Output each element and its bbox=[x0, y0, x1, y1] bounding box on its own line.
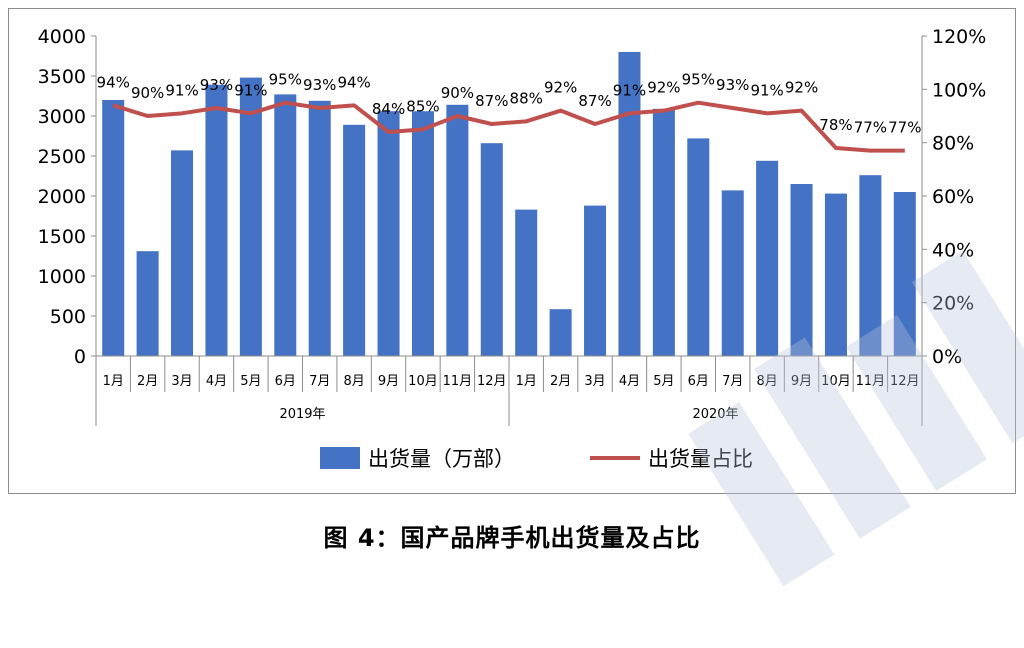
share-data-label: 90% bbox=[441, 84, 474, 102]
combo-chart: 0 500 1000 1500 2000 2500 3000 3500 4000 0% 20% 40%… bbox=[38, 26, 987, 471]
x-tick-label: 1月 bbox=[516, 374, 537, 389]
x-tick-label: 4月 bbox=[619, 374, 640, 389]
left-tick-label: 3000 bbox=[38, 106, 86, 128]
share-data-label: 94% bbox=[337, 73, 370, 91]
bar-20 bbox=[756, 160, 779, 356]
left-tick-label: 2000 bbox=[38, 186, 86, 208]
x-tick-label: 12月 bbox=[477, 374, 507, 389]
share-data-label: 91% bbox=[613, 81, 646, 99]
x-tick-label: 12月 bbox=[890, 374, 920, 389]
left-tick-label: 3500 bbox=[38, 66, 86, 88]
figure-caption: 图 4：国产品牌手机出货量及占比 bbox=[323, 524, 701, 552]
left-tick-label: 1000 bbox=[38, 266, 86, 288]
bar-22 bbox=[824, 193, 847, 356]
share-data-label: 93% bbox=[303, 76, 336, 94]
right-tick-label: 60% bbox=[932, 186, 974, 208]
share-data-label: 91% bbox=[750, 81, 783, 99]
bar-16 bbox=[618, 52, 641, 356]
bar-15 bbox=[584, 205, 607, 356]
x-tick-label: 8月 bbox=[756, 374, 777, 389]
x-tick-label: 5月 bbox=[653, 374, 674, 389]
bar-17 bbox=[652, 108, 675, 356]
bar-5 bbox=[239, 77, 262, 356]
share-data-label: 77% bbox=[854, 119, 887, 137]
bar-8 bbox=[343, 124, 366, 356]
share-data-label: 91% bbox=[165, 81, 198, 99]
x-tick-label: 11月 bbox=[443, 374, 473, 389]
left-tick-label: 4000 bbox=[38, 26, 86, 48]
left-tick-label: 0 bbox=[74, 346, 86, 368]
share-data-label: 95% bbox=[269, 71, 302, 89]
x-tick-label: 2月 bbox=[550, 374, 571, 389]
bar-12 bbox=[480, 143, 503, 356]
x-tick-label: 4月 bbox=[206, 374, 227, 389]
x-group-label: 2020年 bbox=[692, 407, 738, 422]
legend-bar-label: 出货量（万部） bbox=[368, 447, 515, 471]
right-tick-label: 120% bbox=[932, 26, 986, 48]
left-tick-label: 2500 bbox=[38, 146, 86, 168]
legend-bar-swatch bbox=[320, 447, 360, 469]
share-data-label: 92% bbox=[647, 79, 680, 97]
share-data-label: 87% bbox=[578, 92, 611, 110]
legend-line-label: 出货量占比 bbox=[648, 447, 753, 471]
share-line bbox=[112, 100, 905, 153]
x-tick-label: 10月 bbox=[408, 374, 438, 389]
x-tick-label: 9月 bbox=[791, 374, 812, 389]
x-tick-label: 7月 bbox=[722, 374, 743, 389]
share-data-label: 85% bbox=[406, 97, 439, 115]
bar-14 bbox=[549, 309, 572, 356]
bar-24 bbox=[893, 192, 916, 356]
share-data-label: 93% bbox=[200, 76, 233, 94]
right-tick-label: 40% bbox=[932, 239, 974, 261]
left-tick-label: 1500 bbox=[38, 226, 86, 248]
x-tick-label: 3月 bbox=[171, 374, 192, 389]
share-data-label: 78% bbox=[819, 116, 852, 134]
x-tick-label: 8月 bbox=[343, 374, 364, 389]
bar-9 bbox=[377, 111, 400, 356]
share-data-label: 94% bbox=[97, 73, 130, 91]
share-data-label: 95% bbox=[682, 71, 715, 89]
x-tick-label: 11月 bbox=[856, 374, 886, 389]
x-group-label: 2019年 bbox=[279, 407, 325, 422]
bar-21 bbox=[790, 184, 813, 356]
bar-2 bbox=[136, 251, 159, 356]
bar-4 bbox=[205, 84, 228, 357]
x-tick-label: 5月 bbox=[240, 374, 261, 389]
share-data-label: 92% bbox=[544, 79, 577, 97]
share-data-label: 90% bbox=[131, 84, 164, 102]
share-data-label: 84% bbox=[372, 100, 405, 118]
x-tick-label: 6月 bbox=[688, 374, 709, 389]
bar-3 bbox=[171, 150, 194, 356]
share-data-label: 92% bbox=[785, 79, 818, 97]
right-tick-label: 20% bbox=[932, 293, 974, 315]
bar-6 bbox=[274, 94, 297, 357]
bar-7 bbox=[308, 100, 331, 356]
x-tick-label: 7月 bbox=[309, 374, 330, 389]
right-tick-label: 80% bbox=[932, 133, 974, 155]
bar-23 bbox=[859, 175, 882, 356]
x-tick-label: 6月 bbox=[275, 374, 296, 389]
x-tick-label: 9月 bbox=[378, 374, 399, 389]
share-data-label: 88% bbox=[510, 89, 543, 107]
chart-frame bbox=[8, 8, 1016, 494]
left-tick-label: 500 bbox=[50, 306, 86, 328]
share-data-label: 87% bbox=[475, 92, 508, 110]
bar-13 bbox=[515, 209, 538, 356]
share-data-label: 91% bbox=[234, 81, 267, 99]
share-data-label: 77% bbox=[888, 119, 921, 137]
x-tick-label: 10月 bbox=[821, 374, 851, 389]
right-tick-label: 0% bbox=[932, 346, 962, 368]
x-tick-label: 1月 bbox=[103, 374, 124, 389]
right-tick-label: 100% bbox=[932, 79, 986, 101]
x-tick-label: 2月 bbox=[137, 374, 158, 389]
bar-10 bbox=[411, 111, 434, 356]
bar-18 bbox=[687, 138, 710, 356]
bar-1 bbox=[102, 100, 125, 356]
share-data-label: 93% bbox=[716, 76, 749, 94]
bar-19 bbox=[721, 190, 744, 356]
bar-11 bbox=[446, 104, 469, 356]
x-tick-label: 3月 bbox=[584, 374, 605, 389]
